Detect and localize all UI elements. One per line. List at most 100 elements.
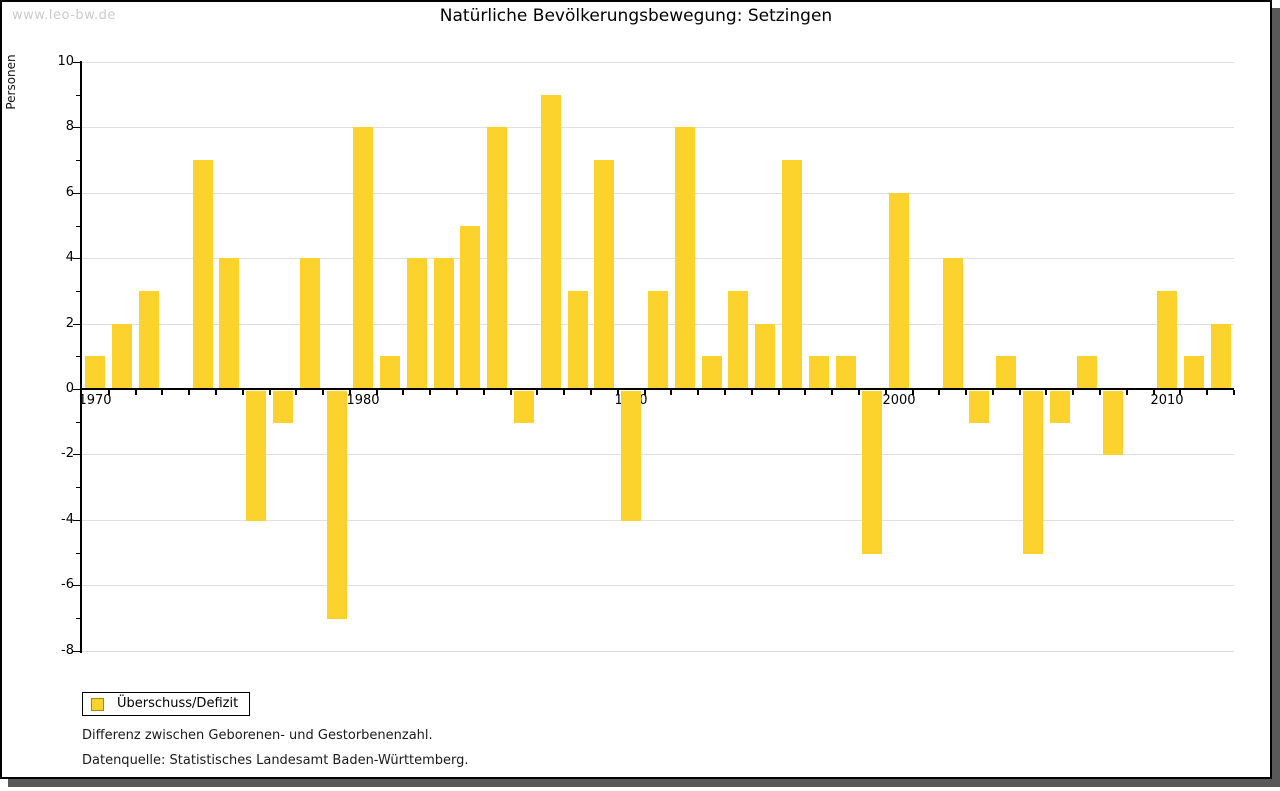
bar-1996 [782,160,802,388]
bar-1997 [809,356,829,388]
y-tick-label--8: -8 [61,643,74,658]
footnote-definition: Differenz zwischen Geborenen- und Gestor… [82,728,433,743]
y-tick-8 [73,127,80,128]
bar-1984 [460,226,480,388]
gridline-10 [82,62,1234,63]
y-tick-6 [73,193,80,194]
y-tick--7 [76,618,80,619]
x-axis-label-1970: 1970 [78,393,112,408]
bar-1987 [541,95,561,388]
y-tick--3 [76,487,80,488]
x-tick [215,390,217,395]
y-tick-9 [76,95,80,96]
x-tick [670,390,672,395]
bar-1990 [621,391,641,521]
x-tick [1072,390,1074,395]
gridline--4 [82,520,1234,521]
y-tick-label-0: 0 [65,381,74,396]
bar-1979 [327,391,347,619]
x-tick [536,390,538,395]
y-tick--1 [76,422,80,423]
x-tick [322,390,324,395]
y-tick-label--6: -6 [61,577,74,592]
bar-1982 [407,258,427,388]
gridline-4 [82,258,1234,259]
bar-2011 [1184,356,1204,388]
y-tick--2 [73,454,80,455]
y-tick--6 [73,585,80,586]
bar-2003 [969,391,989,423]
gridline-8 [82,127,1234,128]
x-tick [349,390,351,395]
x-tick [563,390,565,395]
x-tick [912,390,914,395]
bar-2012 [1211,324,1231,388]
bar-1991 [648,291,668,388]
y-tick-label--2: -2 [61,446,74,461]
y-tick-label-8: 8 [65,119,74,134]
x-tick [590,390,592,395]
bar-1983 [434,258,454,388]
legend: Überschuss/Defizit [82,692,250,716]
x-tick [1099,390,1101,395]
legend-swatch-icon [91,698,104,711]
watermark: www.leo-bw.de [12,8,116,23]
footnote-source: Datenquelle: Statistisches Landesamt Bad… [82,753,469,768]
bar-1974 [193,160,213,388]
y-tick-10 [73,62,80,63]
x-tick [402,390,404,395]
x-tick [510,390,512,395]
y-tick-2 [73,324,80,325]
bar-1977 [273,391,293,423]
plot-area: -8-6-4-2024681019701980199020002010 [2,2,1270,777]
y-tick--8 [73,651,80,652]
y-tick-7 [76,160,80,161]
bar-2002 [943,258,963,388]
x-tick [108,390,110,395]
x-tick [644,390,646,395]
bar-1976 [246,391,266,521]
bar-1972 [139,291,159,388]
x-tick [161,390,163,395]
gridline--6 [82,585,1234,586]
bar-1980 [353,127,373,388]
x-tick [858,390,860,395]
y-tick-label-10: 10 [57,54,74,69]
x-tick [751,390,753,395]
x-tick [456,390,458,395]
gridline--8 [82,651,1234,652]
bar-2007 [1077,356,1097,388]
x-tick [778,390,780,395]
y-tick-5 [76,226,80,227]
bar-1995 [755,324,775,388]
legend-label: Überschuss/Defizit [117,696,239,711]
x-tick [1045,390,1047,395]
x-tick [617,390,619,395]
bar-1978 [300,258,320,388]
y-tick-3 [76,291,80,292]
bar-2000 [889,193,909,388]
y-tick-label--4: -4 [61,512,74,527]
x-tick [295,390,297,395]
x-tick [1019,390,1021,395]
bar-1988 [568,291,588,388]
bar-1986 [514,391,534,423]
x-tick [938,390,940,395]
x-tick [1179,390,1181,395]
bar-2005 [1023,391,1043,554]
x-tick [376,390,378,395]
y-tick-0 [73,389,80,390]
x-axis-label-2010: 2010 [1150,393,1184,408]
x-axis-label-1980: 1980 [346,393,380,408]
bar-1994 [728,291,748,388]
x-tick [1206,390,1208,395]
x-tick [1233,390,1235,395]
bar-2004 [996,356,1016,388]
x-tick [1153,390,1155,395]
y-tick-label-4: 4 [65,250,74,265]
page-title: Natürliche Bevölkerungsbewegung: Setzing… [439,6,833,26]
y-tick-label-6: 6 [65,185,74,200]
x-tick [965,390,967,395]
bar-1975 [219,258,239,388]
x-tick [429,390,431,395]
